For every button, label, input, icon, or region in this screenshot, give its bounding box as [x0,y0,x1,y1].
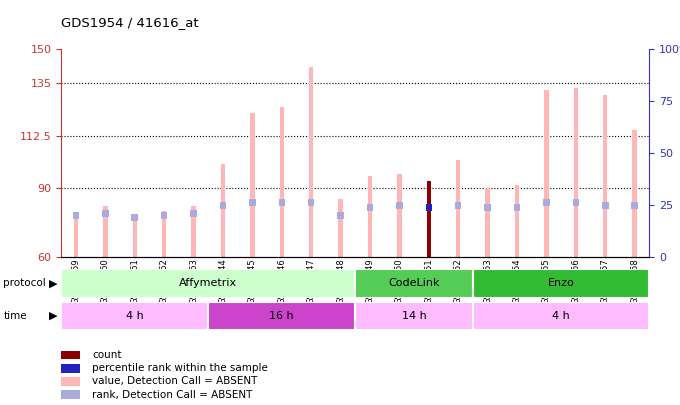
Bar [456,160,460,257]
Bar [339,199,343,257]
Text: rank, Detection Call = ABSENT: rank, Detection Call = ABSENT [92,390,253,400]
Bar [308,200,314,207]
Text: count: count [92,350,122,360]
Bar [396,202,403,209]
Text: protocol: protocol [3,279,46,288]
Text: 16 h: 16 h [269,311,294,321]
Bar [191,206,196,257]
Bar [486,188,490,257]
Bar [249,200,256,207]
Bar [632,130,637,257]
Bar [543,200,549,207]
Bar [484,204,491,211]
Bar [574,88,578,257]
Bar [602,202,609,209]
Bar [208,302,355,330]
Bar [279,107,284,257]
Bar [603,95,607,257]
Bar [103,206,107,257]
Bar [455,202,462,209]
Bar [250,113,254,257]
Text: ▶: ▶ [49,279,57,288]
Text: 14 h: 14 h [402,311,426,321]
Bar [355,302,473,330]
Bar [61,302,208,330]
Bar [473,269,649,298]
Bar [133,220,137,257]
Bar [220,202,226,209]
Bar [426,181,431,257]
Bar [61,377,80,386]
Bar [573,200,579,207]
Bar [73,215,78,257]
Text: Enzo: Enzo [548,279,575,288]
Bar [473,302,649,330]
Bar [61,390,80,399]
Bar [61,364,80,373]
Bar [73,212,79,219]
Bar [221,164,225,257]
Bar [61,269,355,298]
Bar [514,204,520,211]
Bar [426,204,432,211]
Text: ▶: ▶ [49,311,57,321]
Bar [355,269,473,298]
Bar [102,210,109,217]
Bar [162,211,167,257]
Text: 4 h: 4 h [126,311,143,321]
Bar [279,200,285,207]
Bar [368,176,372,257]
Bar [544,90,549,257]
Bar [190,210,197,217]
Text: Affymetrix: Affymetrix [180,279,237,288]
Bar [397,174,402,257]
Bar [61,351,80,360]
Bar [515,185,520,257]
Text: time: time [3,311,27,321]
Bar [632,202,638,209]
Text: value, Detection Call = ABSENT: value, Detection Call = ABSENT [92,377,258,386]
Bar [131,214,138,221]
Text: CodeLink: CodeLink [388,279,440,288]
Text: GDS1954 / 41616_at: GDS1954 / 41616_at [61,16,199,29]
Bar [367,204,373,211]
Bar [309,67,313,257]
Text: 4 h: 4 h [552,311,570,321]
Bar [337,212,344,219]
Bar [161,212,167,219]
Text: percentile rank within the sample: percentile rank within the sample [92,363,268,373]
